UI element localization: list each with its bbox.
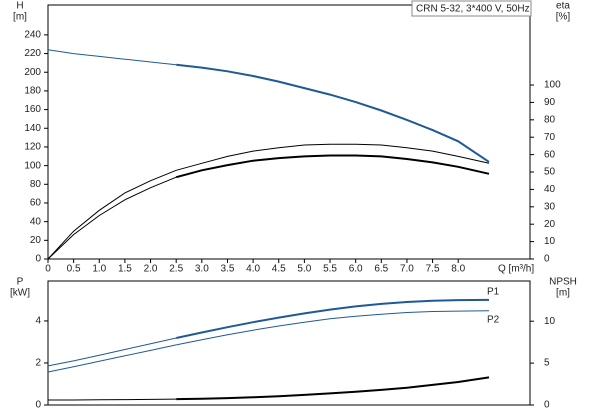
plot-frame	[47, 280, 531, 406]
x-tick-label: 5.0	[297, 264, 311, 275]
curve-label: P2	[487, 314, 500, 325]
curve	[47, 344, 177, 373]
y-tick-label: 0	[35, 254, 41, 265]
y-tick-label: 20	[30, 235, 42, 246]
x-tick-label: 1.5	[118, 264, 132, 275]
y-tick-label: 100	[24, 160, 41, 171]
x-tick-label: 5.5	[323, 264, 337, 275]
x-tick-label: 7.0	[400, 264, 414, 275]
y-tick-label: 60	[30, 198, 42, 209]
curve	[48, 398, 177, 401]
x-tick-label: 0	[45, 264, 51, 275]
y2-tick-label: 10	[544, 316, 556, 327]
y2-tick-label: 50	[544, 167, 556, 178]
y2-tick-label: 10	[544, 236, 556, 247]
x-tick-label: 2.5	[169, 264, 183, 275]
y-axis-label: [kW]	[10, 288, 30, 299]
x-tick-label: 4.5	[272, 264, 286, 275]
y2-tick-label: 90	[544, 97, 556, 108]
curve	[175, 154, 490, 179]
y-axis-label: H	[16, 1, 23, 12]
curve	[176, 310, 490, 346]
y2-tick-label: 70	[544, 132, 556, 143]
y-tick-label: 160	[24, 104, 41, 115]
x-tick-label: 4.0	[246, 264, 260, 275]
x-tick-label: 3.0	[195, 264, 209, 275]
x-tick-label: 6.5	[374, 264, 388, 275]
x-tick-label: 3.5	[221, 264, 235, 275]
x-tick-label: 7.5	[426, 264, 440, 275]
y2-tick-label: 30	[544, 201, 556, 212]
y-tick-label: 0	[35, 400, 41, 411]
y-tick-label: 2	[35, 358, 41, 369]
curve	[47, 176, 177, 260]
y-tick-label: 80	[30, 179, 42, 190]
curve-label: P1	[487, 287, 500, 298]
y-tick-label: 40	[30, 216, 42, 227]
y-tick-label: 120	[24, 142, 41, 153]
y-tick-label: 200	[24, 67, 41, 78]
y-tick-label: 220	[24, 48, 41, 59]
y2-tick-label: 20	[544, 219, 556, 230]
x-tick-label: 8.0	[451, 264, 465, 275]
y2-axis-label: [m]	[556, 288, 570, 299]
x-tick-label: 1.0	[92, 264, 106, 275]
y2-tick-label: 0	[544, 400, 550, 411]
curve	[47, 49, 177, 66]
curve	[47, 143, 490, 260]
plot-frame	[47, 4, 531, 260]
y-tick-label: 180	[24, 86, 41, 97]
y2-axis-label: eta	[556, 1, 570, 12]
y2-axis-label: [%]	[556, 12, 571, 23]
curve	[47, 337, 177, 367]
y-tick-label: 240	[24, 30, 41, 41]
y2-axis-label: NPSH	[549, 277, 577, 288]
curve	[176, 63, 490, 163]
chart-title: CRN 5-32, 3*400 V, 50Hz	[416, 4, 530, 15]
curve	[175, 298, 490, 339]
y-axis-label: P	[17, 277, 24, 288]
curve	[176, 376, 490, 401]
y2-tick-label: 0	[544, 254, 550, 265]
y2-tick-label: 5	[544, 358, 550, 369]
x-axis-label: Q [m³/h]	[498, 264, 534, 275]
y2-tick-label: 40	[544, 184, 556, 195]
y-tick-label: 140	[24, 123, 41, 134]
y-tick-label: 4	[35, 316, 41, 327]
y-axis-label: [m]	[13, 12, 27, 23]
title-box	[411, 0, 532, 17]
y2-tick-label: 100	[544, 80, 561, 91]
x-tick-label: 2.0	[144, 264, 158, 275]
y2-tick-label: 60	[544, 149, 556, 160]
y2-tick-label: 80	[544, 114, 556, 125]
x-tick-label: 6.0	[349, 264, 363, 275]
x-tick-label: 0.5	[67, 264, 81, 275]
